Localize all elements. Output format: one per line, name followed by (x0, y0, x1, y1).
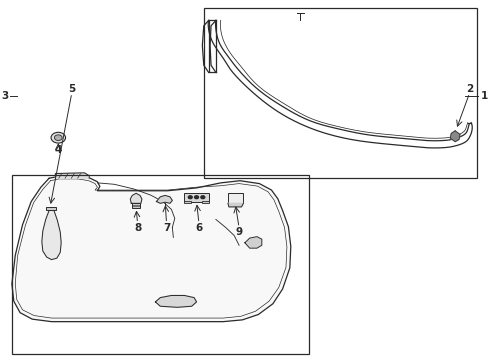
Circle shape (194, 196, 198, 199)
Text: 6: 6 (195, 223, 202, 233)
Text: 9: 9 (235, 227, 242, 237)
Bar (132, 203, 140, 208)
Bar (227, 193, 243, 203)
Polygon shape (227, 203, 243, 207)
Text: 4: 4 (55, 144, 62, 154)
Polygon shape (155, 296, 196, 307)
Polygon shape (130, 193, 142, 203)
Polygon shape (55, 173, 89, 178)
Polygon shape (449, 131, 459, 141)
Polygon shape (12, 176, 290, 321)
Circle shape (51, 132, 65, 143)
Text: 7: 7 (163, 223, 170, 233)
Text: 2: 2 (465, 84, 472, 94)
Circle shape (188, 196, 192, 199)
Text: 1: 1 (480, 91, 487, 101)
Bar (184, 201, 191, 203)
Polygon shape (156, 195, 172, 203)
Text: 3: 3 (1, 91, 8, 101)
Text: 5: 5 (68, 84, 75, 94)
Bar (202, 201, 208, 203)
Polygon shape (244, 237, 261, 248)
Circle shape (201, 196, 204, 199)
Polygon shape (42, 211, 61, 260)
Text: 8: 8 (134, 223, 141, 233)
Bar (12, 175, 308, 354)
Circle shape (54, 135, 62, 140)
Bar (203, 8, 476, 178)
Bar (46, 207, 56, 211)
Bar (184, 193, 208, 202)
